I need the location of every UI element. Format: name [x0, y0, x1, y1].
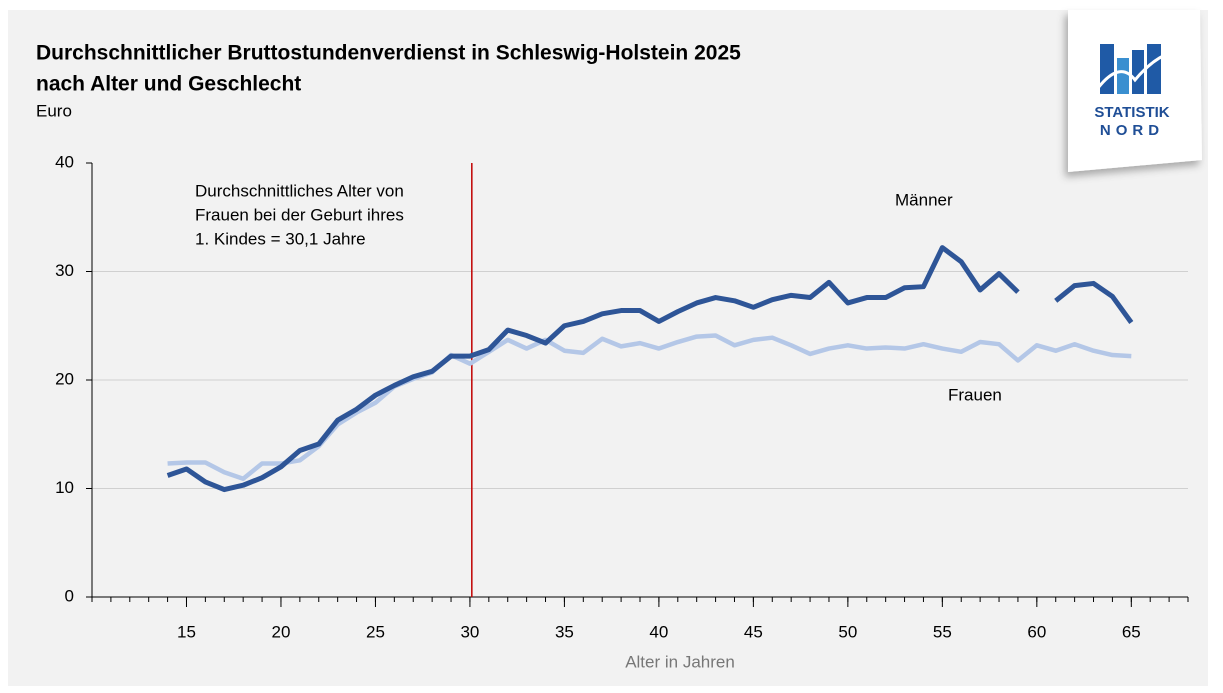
- logo-bar: [1100, 44, 1114, 94]
- x-tick-label: 65: [1122, 622, 1141, 641]
- logo: STATISTIK NORD: [1068, 10, 1202, 172]
- y-tick-label: 30: [55, 261, 74, 280]
- logo-bar: [1117, 58, 1129, 94]
- series-label: Männer: [895, 190, 953, 209]
- logo-swoosh: [1096, 53, 1166, 89]
- line: [166, 245, 1134, 493]
- y-tick-label: 0: [65, 586, 74, 605]
- x-tick-label: 55: [933, 622, 952, 641]
- y-tick-label: 40: [55, 152, 74, 171]
- series-label: Frauen: [948, 385, 1002, 404]
- x-tick-label: 30: [460, 622, 479, 641]
- logo-text: NORD: [1100, 122, 1164, 139]
- chart-title: Durchschnittlicher Bruttostundenverdiens…: [36, 42, 741, 65]
- annotation: Frauen bei der Geburt ihres: [195, 205, 404, 224]
- chart-subtitle: Euro: [36, 101, 72, 120]
- y-tick-label: 20: [55, 369, 74, 388]
- chart-title: nach Alter und Geschlecht: [36, 73, 301, 96]
- x-tick-label: 60: [1027, 622, 1046, 641]
- logo-bar: [1147, 44, 1161, 94]
- x-tick-label: 15: [177, 622, 196, 641]
- x-tick-label: 35: [555, 622, 574, 641]
- x-tick-label: 20: [272, 622, 291, 641]
- logo-text: STATISTIK: [1094, 104, 1169, 121]
- x-tick-label: 50: [838, 622, 857, 641]
- annotation: Durchschnittliches Alter von: [195, 181, 404, 200]
- x-tick-label: 45: [744, 622, 763, 641]
- x-tick-label: 25: [366, 622, 385, 641]
- x-axis-label: Alter in Jahren: [625, 652, 735, 671]
- y-tick-label: 10: [55, 478, 74, 497]
- annotation: 1. Kindes = 30,1 Jahre: [195, 229, 366, 248]
- logo-bar: [1132, 50, 1144, 94]
- panel: [8, 10, 1208, 686]
- x-tick-label: 40: [649, 622, 668, 641]
